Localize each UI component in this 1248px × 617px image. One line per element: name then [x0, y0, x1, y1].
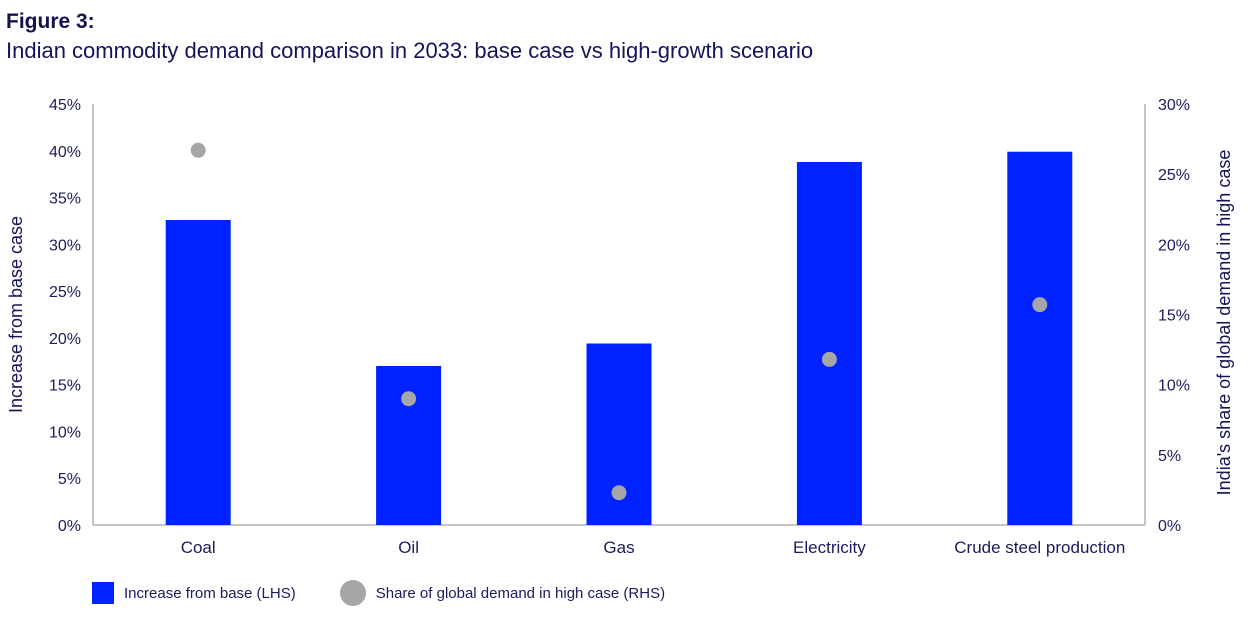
- right-tick-label: 5%: [1158, 448, 1181, 465]
- bar-crude-steel-production: [1007, 151, 1073, 526]
- right-tick-label: 20%: [1158, 237, 1190, 254]
- category-label: Coal: [181, 538, 216, 557]
- chart-title: Indian commodity demand comparison in 20…: [6, 38, 814, 63]
- left-tick-label: 10%: [49, 424, 81, 441]
- category-label: Electricity: [793, 538, 866, 557]
- left-tick-label: 5%: [58, 471, 81, 488]
- legend-dot-marker: [339, 580, 366, 606]
- figure-label: Figure 3:: [6, 10, 95, 33]
- left-axis-title: Increase from base case: [6, 216, 26, 413]
- dot-crude-steel-production: [1032, 297, 1048, 313]
- bar-coal: [165, 220, 231, 525]
- legend-bar-swatch: [92, 582, 114, 604]
- dot-electricity: [821, 351, 837, 367]
- left-tick-label: 45%: [49, 97, 81, 114]
- category-label: Crude steel production: [954, 538, 1125, 557]
- dot-oil: [401, 391, 417, 407]
- left-tick-label: 25%: [49, 284, 81, 301]
- right-tick-label: 30%: [1158, 97, 1190, 114]
- left-tick-label: 0%: [58, 518, 81, 535]
- dot-coal: [190, 142, 206, 158]
- category-label: Oil: [398, 538, 419, 557]
- left-tick-label: 15%: [49, 378, 81, 395]
- legend: Increase from base (LHS) Share of global…: [92, 580, 665, 606]
- left-tick-label: 35%: [49, 191, 81, 208]
- right-axis-title: India's share of global demand in high c…: [1214, 150, 1234, 496]
- dot-gas: [611, 485, 627, 501]
- right-tick-label: 15%: [1158, 308, 1190, 325]
- bar-oil: [376, 365, 442, 525]
- left-tick-label: 20%: [49, 331, 81, 348]
- right-tick-label: 10%: [1158, 378, 1190, 395]
- right-tick-label: 25%: [1158, 167, 1190, 184]
- left-tick-label: 30%: [49, 237, 81, 254]
- category-label: Gas: [603, 538, 634, 557]
- left-tick-label: 40%: [49, 144, 81, 161]
- right-tick-label: 0%: [1158, 518, 1181, 535]
- legend-bar-label: Increase from base (LHS): [124, 584, 296, 602]
- legend-dot-label: Share of global demand in high case (RHS…: [375, 584, 666, 602]
- bar-electricity: [796, 162, 862, 525]
